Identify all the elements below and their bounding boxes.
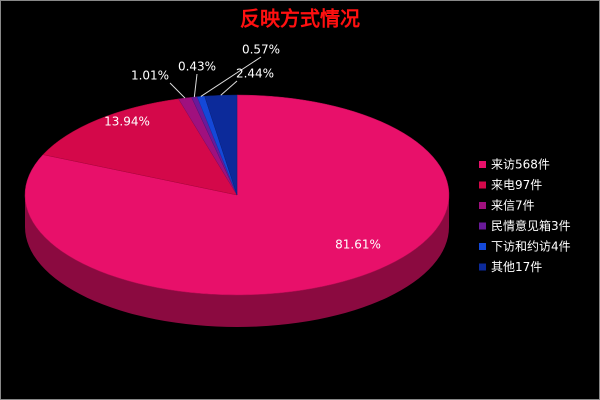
legend-label: 来访568件	[491, 158, 550, 172]
legend-label: 来电97件	[491, 178, 542, 192]
legend-swatch	[479, 243, 486, 250]
leader-line	[169, 82, 186, 99]
legend-swatch	[479, 161, 486, 168]
data-label: 0.43%	[178, 60, 216, 74]
legend-label: 其他17件	[491, 260, 542, 274]
legend-swatch	[479, 202, 486, 209]
slice-side	[25, 195, 449, 327]
legend-label: 下访和约访4件	[491, 239, 571, 254]
leader-line	[220, 80, 238, 96]
data-label: 13.94%	[104, 115, 150, 129]
data-label: 81.61%	[335, 238, 381, 252]
legend-swatch	[479, 222, 486, 230]
leader-line	[193, 73, 198, 98]
slice	[42, 98, 238, 196]
leader-line	[200, 56, 262, 97]
legend-swatch	[479, 263, 486, 271]
data-label: 1.01%	[131, 69, 169, 83]
legend-label: 民情意见箱3件	[491, 218, 571, 233]
legend-swatch	[479, 181, 486, 189]
chart-title: 反映方式情况	[240, 7, 360, 31]
data-label: 2.44%	[236, 67, 274, 81]
data-label: 0.57%	[242, 43, 280, 57]
legend-label: 来信7件	[491, 199, 535, 213]
